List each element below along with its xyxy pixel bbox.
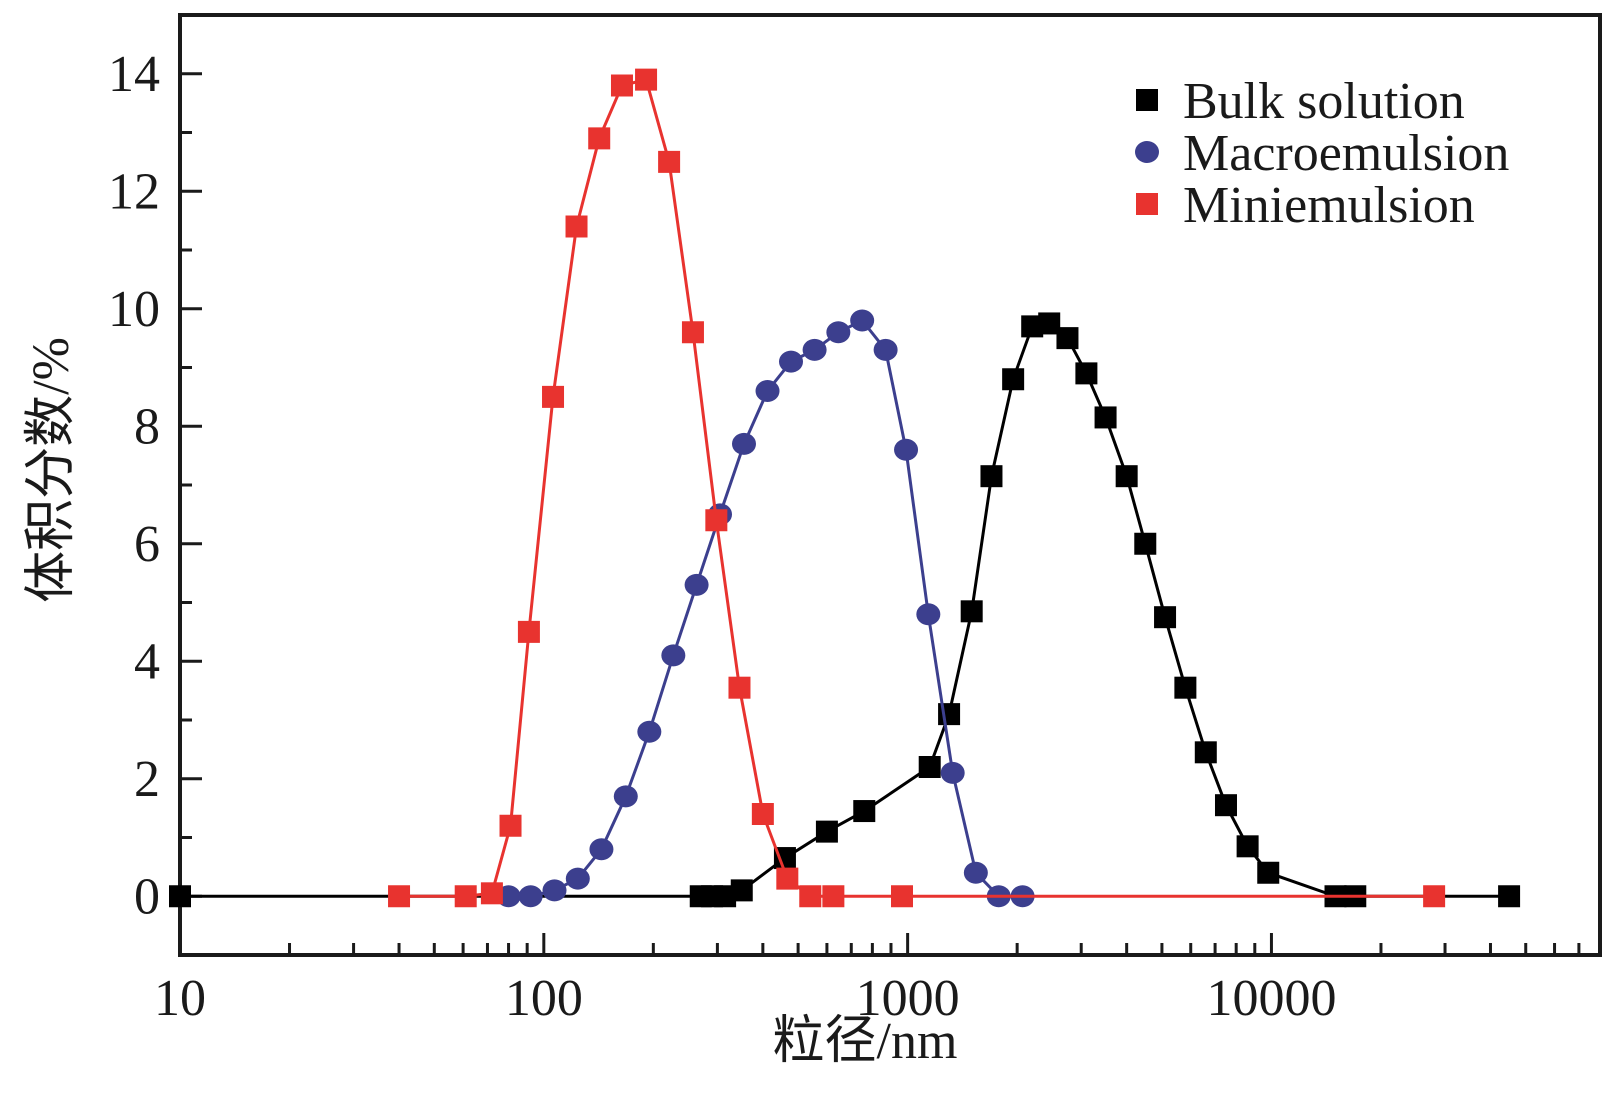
data-point xyxy=(853,800,876,823)
data-point xyxy=(661,644,686,667)
data-point xyxy=(730,879,753,902)
data-point xyxy=(565,867,590,890)
data-point xyxy=(499,814,522,837)
data-point xyxy=(1134,532,1157,555)
data-point xyxy=(565,215,588,238)
data-point xyxy=(1154,606,1177,629)
data-point xyxy=(1257,861,1280,884)
data-point xyxy=(826,321,851,344)
data-point xyxy=(658,150,681,173)
legend-marker xyxy=(1136,89,1158,111)
x-tick-label: 1000 xyxy=(856,970,960,1027)
data-point xyxy=(613,785,638,808)
data-point xyxy=(635,68,658,91)
y-tick-label: 0 xyxy=(134,868,160,925)
data-point xyxy=(731,432,756,455)
data-point xyxy=(802,338,827,361)
series-miniemulsion xyxy=(388,68,1446,908)
x-tick-label: 10000 xyxy=(1206,970,1336,1027)
data-point xyxy=(799,885,822,908)
data-point xyxy=(1002,368,1025,391)
y-axis-title: 体积分数/% xyxy=(23,337,80,603)
legend-item: Miniemulsion xyxy=(1136,177,1475,234)
legend-label: Miniemulsion xyxy=(1183,177,1475,234)
data-point xyxy=(850,309,875,332)
data-point xyxy=(894,438,919,461)
series-line xyxy=(180,321,1510,898)
data-point xyxy=(1038,312,1061,335)
data-point xyxy=(963,861,988,884)
data-point xyxy=(610,74,633,97)
data-point xyxy=(542,385,565,408)
data-point xyxy=(815,820,838,843)
data-point xyxy=(776,867,799,890)
data-point xyxy=(542,879,567,902)
data-point xyxy=(1115,465,1138,488)
legend-marker xyxy=(1136,193,1158,215)
x-axis-title: 粒径/nm xyxy=(773,1013,958,1070)
legend-item: Macroemulsion xyxy=(1135,125,1509,182)
data-point xyxy=(1174,676,1197,699)
legend-item: Bulk solution xyxy=(1136,73,1465,130)
data-point xyxy=(873,338,898,361)
y-tick-label: 4 xyxy=(134,633,160,690)
y-tick-label: 2 xyxy=(134,751,160,808)
data-point xyxy=(1498,885,1521,908)
data-point xyxy=(755,380,780,402)
y-tick-label: 12 xyxy=(108,163,160,220)
data-point xyxy=(589,838,614,861)
x-tick-label: 10 xyxy=(154,970,206,1027)
y-tick-label: 14 xyxy=(108,46,160,103)
data-point xyxy=(169,885,191,908)
data-point xyxy=(517,620,540,643)
data-point xyxy=(684,573,709,596)
data-point xyxy=(1094,406,1117,429)
data-point xyxy=(1214,794,1237,817)
legend-label: Macroemulsion xyxy=(1183,125,1509,182)
data-point xyxy=(1423,885,1446,908)
data-point xyxy=(778,350,803,373)
data-point xyxy=(1021,315,1044,338)
y-tick-label: 10 xyxy=(108,281,160,338)
data-point xyxy=(728,676,751,699)
data-point xyxy=(714,885,737,908)
y-tick-label: 6 xyxy=(134,516,160,573)
data-point xyxy=(940,761,965,784)
y-tick-label: 8 xyxy=(134,398,160,455)
data-point xyxy=(1056,327,1079,350)
data-point xyxy=(480,882,503,905)
data-point xyxy=(822,885,845,908)
data-point xyxy=(773,847,796,870)
data-point xyxy=(890,885,913,908)
data-point xyxy=(918,756,941,778)
legend-label: Bulk solution xyxy=(1183,73,1465,130)
data-point xyxy=(751,803,774,825)
data-point xyxy=(388,885,411,908)
legend-marker xyxy=(1135,141,1159,163)
data-point xyxy=(980,465,1003,488)
data-point xyxy=(1075,362,1098,385)
series-bulk-solution xyxy=(169,312,1521,908)
data-point xyxy=(916,603,941,626)
data-point xyxy=(637,720,662,743)
data-point xyxy=(518,885,543,908)
data-point xyxy=(960,600,983,623)
data-point xyxy=(705,509,728,532)
data-point xyxy=(454,885,477,908)
data-point xyxy=(1194,741,1217,764)
data-point xyxy=(681,321,704,344)
series-macroemulsion xyxy=(496,309,1035,908)
data-point xyxy=(588,127,611,150)
x-tick-label: 100 xyxy=(505,970,583,1027)
data-point xyxy=(1236,835,1259,858)
